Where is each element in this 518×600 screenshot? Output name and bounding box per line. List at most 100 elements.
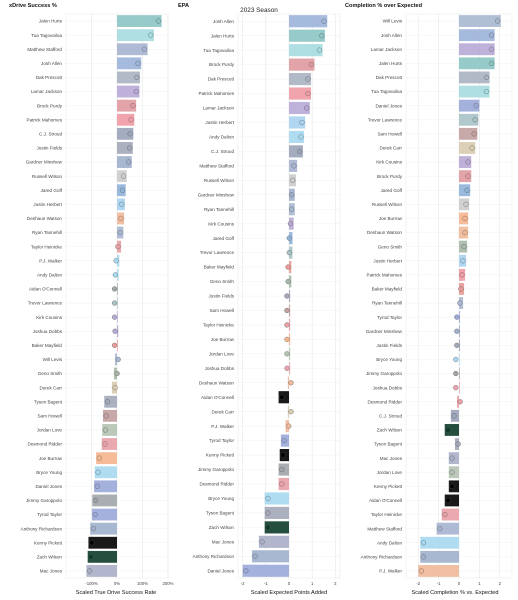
player-name-label: Taylor Heinicke — [31, 244, 63, 249]
team-logo-icon — [115, 356, 121, 363]
bar — [117, 15, 162, 27]
player-name-label: Dak Prescott — [208, 77, 235, 82]
panel1-x-axis-label: Scaled True Drive Success Rate — [76, 590, 157, 596]
player-name-label: Patrick Mahomes — [27, 117, 63, 122]
team-logo-icon — [316, 47, 322, 53]
team-logo-icon — [279, 394, 285, 400]
team-logo-icon — [148, 32, 154, 38]
team-logo-icon — [471, 131, 477, 137]
bar — [92, 494, 117, 507]
player-name-label: Tyson Bagent — [374, 442, 403, 447]
x-tick-label: 200% — [163, 581, 174, 586]
bar — [258, 535, 289, 548]
player-name-label: C.J. Stroud — [39, 131, 62, 136]
player-name-label: Gardner Minshew — [26, 160, 63, 165]
player-name-label: Desmond Ridder — [368, 399, 403, 404]
x-tick-label: 2 — [499, 581, 502, 586]
team-logo-icon — [284, 307, 290, 314]
player-name-label: Taylor Heinicke — [203, 323, 235, 328]
player-name-label: Dak Prescott — [36, 75, 63, 80]
team-logo-icon — [102, 441, 108, 447]
team-logo-icon — [92, 497, 99, 504]
team-logo-icon — [488, 46, 495, 52]
player-name-label: C.J. Stroud — [211, 149, 234, 154]
team-logo-icon — [445, 427, 451, 433]
player-name-label: Gardner Minshew — [198, 192, 235, 197]
team-logo-icon — [115, 244, 121, 250]
team-logo-icon — [88, 554, 94, 560]
bar — [117, 339, 118, 352]
player-name-label: Baker Mayfield — [372, 287, 403, 292]
player-name-label: Desmond Ridder — [200, 482, 235, 487]
team-logo-icon — [111, 342, 118, 348]
bar — [289, 73, 312, 86]
bar — [459, 381, 460, 394]
team-logo-icon — [290, 177, 296, 183]
player-name-label: Tyrod Taylor — [377, 315, 402, 320]
bar — [289, 318, 291, 331]
player-name-label: Joe Burrow — [379, 216, 403, 221]
panel-completion-over-expected: -2 -1 0 1 2 Will Levis Josh Allen Lamar Jackson… — [361, 13, 513, 586]
bar — [459, 325, 461, 338]
bar — [102, 409, 117, 422]
team-logo-icon — [462, 215, 468, 222]
bar — [289, 333, 291, 346]
bar — [420, 536, 459, 549]
team-logo-icon — [291, 163, 297, 169]
bar — [459, 339, 461, 352]
figure-title: 2023 Season — [240, 7, 278, 14]
player-name-label: Trevor Lawrence — [200, 250, 235, 255]
player-name-label: Kirk Cousins — [208, 221, 234, 226]
player-name-label: Jordan Love — [37, 428, 63, 433]
bar — [289, 130, 305, 143]
team-logo-icon — [286, 423, 292, 429]
player-name-label: Ryan Tannehill — [372, 301, 402, 306]
bar — [94, 480, 117, 493]
player-name-label: P.J. Walker — [39, 258, 62, 263]
player-name-label: Brock Purdy — [37, 103, 63, 108]
team-logo-icon — [454, 342, 460, 348]
team-logo-icon — [89, 540, 95, 546]
player-name-label: Bryce Young — [208, 496, 234, 501]
player-name-label: Brock Purdy — [377, 174, 403, 179]
team-logo-icon — [103, 413, 109, 419]
player-name-label: Kenny Pickett — [206, 453, 235, 458]
player-name-label: Matthew Stafford — [27, 47, 62, 52]
bar — [287, 376, 289, 389]
player-name-label: P.J. Walker — [379, 569, 402, 574]
player-name-label: Josh Allen — [213, 19, 234, 24]
team-logo-icon — [483, 74, 489, 81]
player-name-label: Justin Fields — [36, 146, 62, 151]
player-name-label: Geno Smith — [38, 371, 63, 376]
bar — [459, 170, 472, 183]
team-logo-icon — [119, 187, 126, 193]
player-name-label: Matthew Stafford — [199, 163, 234, 168]
team-logo-icon — [128, 117, 134, 123]
player-name-label: Joshua Dobbs — [33, 329, 63, 334]
bar — [264, 506, 289, 519]
bar — [459, 353, 460, 366]
player-name-label: Zach Wilson — [37, 554, 63, 559]
team-logo-icon — [473, 103, 479, 109]
team-logo-icon — [321, 18, 327, 24]
player-name-label: Deshaun Watson — [27, 216, 63, 221]
team-logo-icon — [289, 192, 295, 198]
team-logo-icon — [462, 229, 468, 236]
bar — [289, 29, 325, 42]
team-logo-icon — [458, 286, 464, 292]
player-name-label: C.J. Stroud — [379, 413, 402, 418]
team-logo-icon — [461, 244, 467, 250]
x-tick-label: -100% — [85, 581, 98, 586]
panel1-title: xDrive Success % — [9, 3, 57, 9]
player-name-label: Ryan Tannehill — [32, 230, 62, 235]
team-logo-icon — [453, 385, 459, 391]
team-logo-icon — [451, 413, 457, 419]
player-name-label: Jalen Hurts — [211, 33, 235, 38]
bar — [289, 116, 306, 129]
x-tick-label: -1 — [264, 581, 268, 586]
team-logo-icon — [457, 399, 463, 405]
bar — [459, 156, 472, 168]
player-name-label: Will Levis — [383, 19, 403, 24]
team-logo-icon — [280, 452, 286, 458]
bar — [117, 127, 134, 140]
